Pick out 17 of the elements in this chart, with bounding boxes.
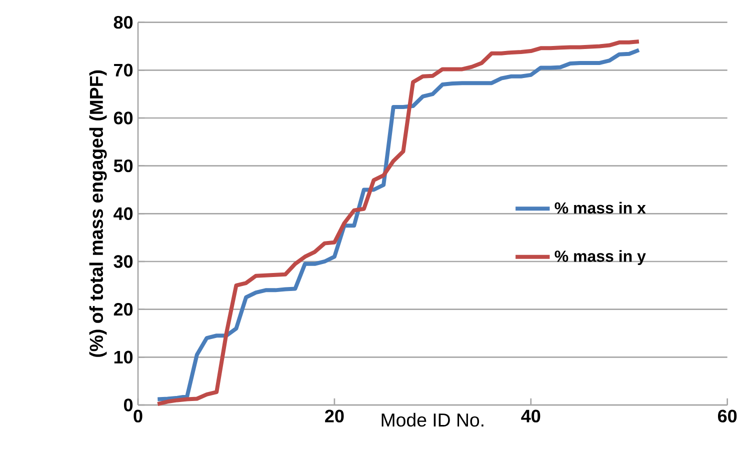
- x-tick-label: 40: [521, 410, 540, 422]
- y-tick-label: 60: [114, 112, 133, 124]
- y-axis-title: (%) of total mass engaged (MPF): [89, 70, 107, 357]
- y-tick-label: 20: [114, 302, 133, 316]
- y-tick-label: 70: [114, 64, 133, 77]
- x-axis-title: Mode ID No.: [382, 412, 484, 427]
- legend-label: % mass in x: [554, 202, 646, 214]
- y-tick-label: 10: [114, 350, 133, 364]
- x-tick-label: 0: [134, 410, 142, 422]
- y-tick-label: 40: [114, 207, 133, 220]
- y-tick-label: 0: [124, 398, 133, 412]
- y-tick-label: 30: [114, 255, 133, 268]
- y-tick-label: 50: [114, 159, 133, 172]
- y-tick-label: 80: [114, 16, 133, 29]
- legend-label: % mass in y: [554, 250, 646, 266]
- x-tick-label: 20: [325, 410, 344, 422]
- x-tick-label: 60: [718, 410, 737, 422]
